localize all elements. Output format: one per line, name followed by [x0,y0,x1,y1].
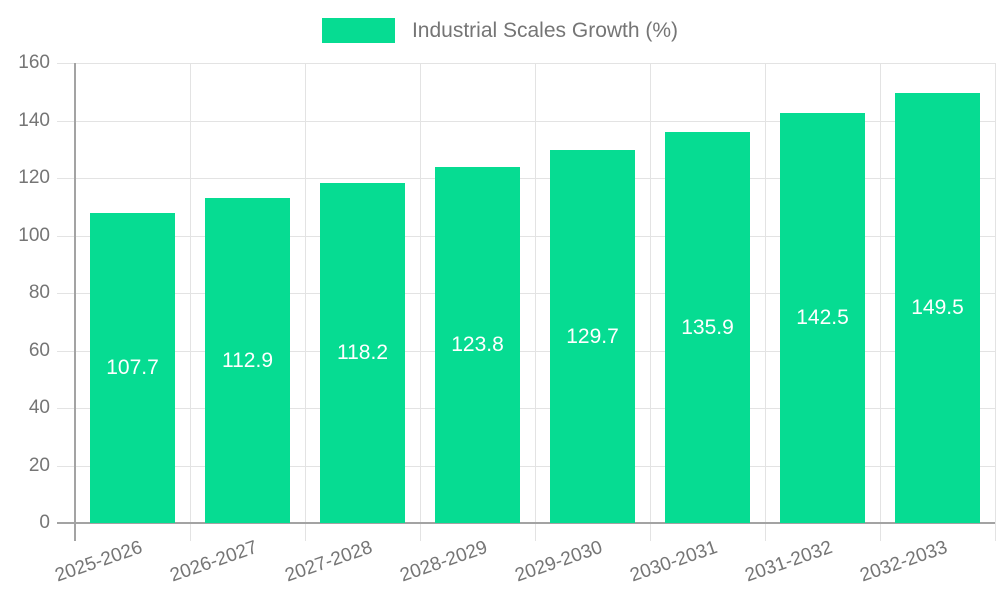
legend[interactable]: Industrial Scales Growth (%) [0,15,1000,45]
y-axis-line [74,63,76,541]
gridline-horizontal [57,351,995,352]
y-tick-label: 160 [18,52,50,73]
gridline-horizontal [57,178,995,179]
gridline-horizontal [57,121,995,122]
bar-value-label: 107.7 [106,356,159,379]
gridline-vertical [995,63,996,541]
y-tick-label: 120 [18,167,50,188]
bar-value-label: 112.9 [222,348,273,372]
bar-2031-2032[interactable]: 142.5 [780,113,865,523]
gridline-vertical [190,63,191,541]
gridline-horizontal [57,63,995,64]
y-tick-label: 80 [28,282,50,303]
gridline-vertical [305,63,306,541]
bar-value-label: 149.5 [911,296,964,319]
gridline-horizontal [57,408,995,409]
legend-swatch [321,17,395,43]
gridline-vertical [880,63,881,541]
bar-2027-2028[interactable]: 118.2 [320,183,405,523]
bar-2028-2029[interactable]: 123.8 [435,167,520,523]
y-tick-label: 100 [18,225,50,246]
bar-2032-2033[interactable]: 149.5 [895,93,980,523]
gridline-horizontal [57,293,995,294]
y-tick-label: 20 [28,455,50,476]
gridline-vertical [765,63,766,541]
gridline-vertical [420,63,421,541]
y-tick-label: 60 [28,340,50,361]
y-tick-label: 40 [28,397,50,418]
bar-value-label: 142.5 [796,306,849,329]
x-axis-line [57,522,995,524]
bar-value-label: 135.9 [681,315,734,339]
gridline-horizontal [57,466,995,467]
bar-2029-2030[interactable]: 129.7 [550,150,635,523]
bar-value-label: 129.7 [566,324,619,348]
legend-label: Industrial Scales Growth (%) [411,18,679,42]
bar-2025-2026[interactable]: 107.7 [90,213,175,523]
gridline-vertical [535,63,536,541]
gridline-vertical [650,63,651,541]
y-tick-label: 0 [39,512,50,533]
bar-value-label: 123.8 [451,333,504,356]
y-tick-label: 140 [18,110,50,131]
gridline-horizontal [57,236,995,237]
bar-value-label: 118.2 [337,341,388,364]
bar-2026-2027[interactable]: 112.9 [205,198,290,523]
bar-2030-2031[interactable]: 135.9 [665,132,750,523]
